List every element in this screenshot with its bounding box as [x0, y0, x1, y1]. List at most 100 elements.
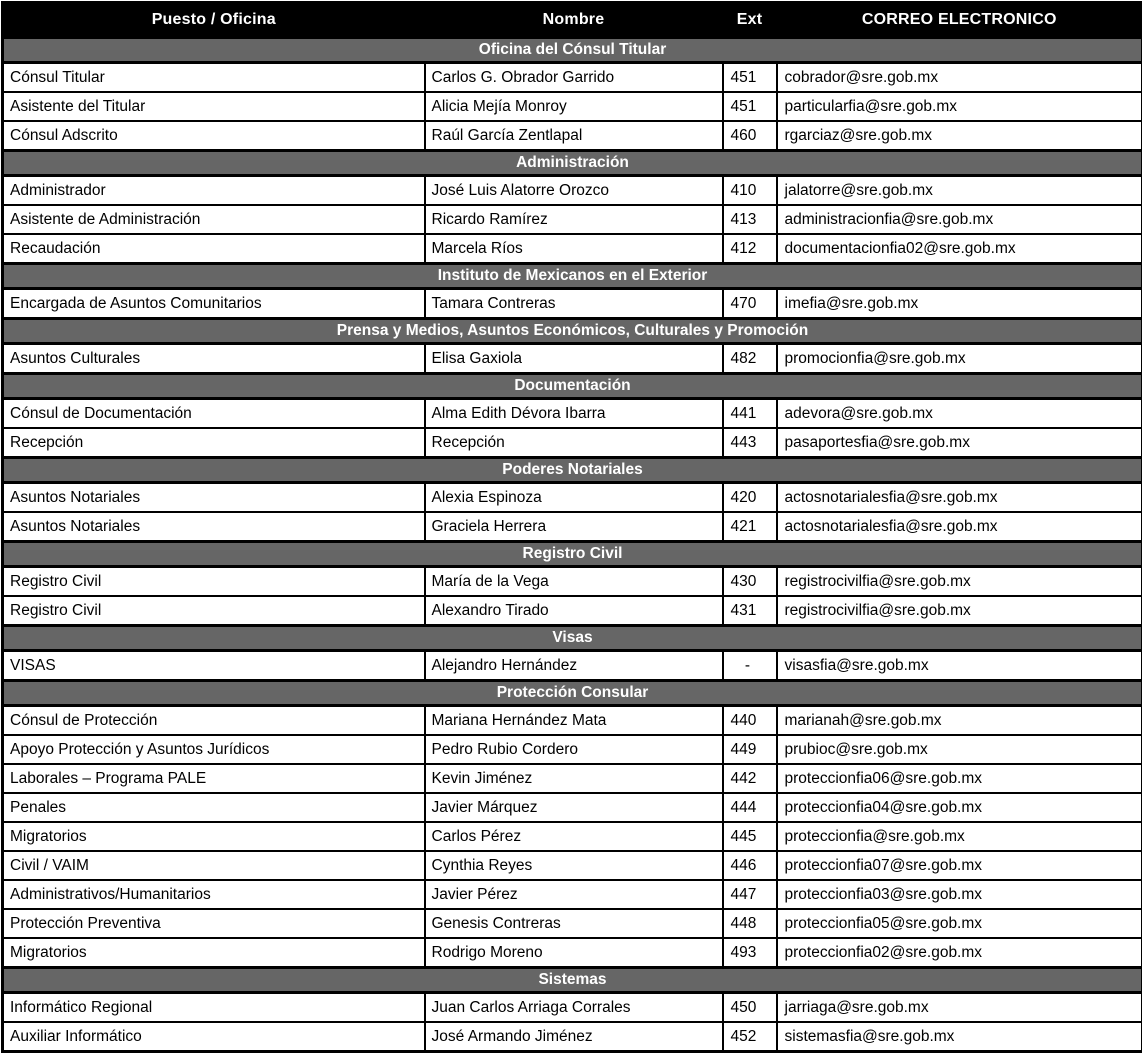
cell-ext: 431: [723, 596, 777, 626]
cell-correo: proteccionfia05@sre.gob.mx: [777, 909, 1142, 938]
cell-ext: 460: [723, 121, 777, 151]
cell-puesto: Encargada de Asuntos Comunitarios: [3, 289, 425, 319]
column-header-correo: CORREO ELECTRONICO: [777, 3, 1142, 38]
table-header: Puesto / Oficina Nombre Ext CORREO ELECT…: [3, 3, 1142, 38]
cell-ext: 482: [723, 344, 777, 374]
cell-ext: 451: [723, 92, 777, 121]
cell-correo: rgarciaz@sre.gob.mx: [777, 121, 1142, 151]
cell-puesto: Penales: [3, 793, 425, 822]
cell-ext: 444: [723, 793, 777, 822]
cell-ext: 421: [723, 512, 777, 542]
cell-correo: cobrador@sre.gob.mx: [777, 63, 1142, 93]
section-title: Poderes Notariales: [3, 458, 1142, 483]
cell-puesto: Recepción: [3, 428, 425, 458]
section-header-row: Poderes Notariales: [3, 458, 1142, 483]
cell-correo: proteccionfia03@sre.gob.mx: [777, 880, 1142, 909]
cell-nombre: Alma Edith Dévora Ibarra: [425, 399, 723, 429]
cell-ext: 412: [723, 234, 777, 264]
cell-correo: promocionfia@sre.gob.mx: [777, 344, 1142, 374]
cell-ext: -: [723, 651, 777, 681]
cell-ext: 493: [723, 938, 777, 968]
cell-correo: proteccionfia@sre.gob.mx: [777, 822, 1142, 851]
cell-ext: 440: [723, 706, 777, 736]
cell-ext: 449: [723, 735, 777, 764]
cell-correo: jarriaga@sre.gob.mx: [777, 993, 1142, 1023]
cell-ext: 445: [723, 822, 777, 851]
cell-correo: adevora@sre.gob.mx: [777, 399, 1142, 429]
cell-correo: imefia@sre.gob.mx: [777, 289, 1142, 319]
cell-nombre: Recepción: [425, 428, 723, 458]
cell-puesto: Laborales – Programa PALE: [3, 764, 425, 793]
section-title: Protección Consular: [3, 681, 1142, 706]
cell-puesto: Asistente del Titular: [3, 92, 425, 121]
cell-ext: 413: [723, 205, 777, 234]
cell-correo: proteccionfia02@sre.gob.mx: [777, 938, 1142, 968]
cell-puesto: Migratorios: [3, 822, 425, 851]
cell-correo: prubioc@sre.gob.mx: [777, 735, 1142, 764]
cell-nombre: Alexia Espinoza: [425, 483, 723, 513]
cell-nombre: Mariana Hernández Mata: [425, 706, 723, 736]
cell-correo: particularfia@sre.gob.mx: [777, 92, 1142, 121]
cell-correo: proteccionfia04@sre.gob.mx: [777, 793, 1142, 822]
section-header-row: Sistemas: [3, 968, 1142, 993]
cell-puesto: Administrador: [3, 176, 425, 206]
cell-ext: 430: [723, 567, 777, 597]
cell-ext: 443: [723, 428, 777, 458]
cell-puesto: Apoyo Protección y Asuntos Jurídicos: [3, 735, 425, 764]
cell-ext: 450: [723, 993, 777, 1023]
cell-puesto: Migratorios: [3, 938, 425, 968]
cell-nombre: Elisa Gaxiola: [425, 344, 723, 374]
column-header-row: Puesto / Oficina Nombre Ext CORREO ELECT…: [3, 3, 1142, 38]
section-header-row: Registro Civil: [3, 542, 1142, 567]
cell-nombre: Alexandro Tirado: [425, 596, 723, 626]
cell-nombre: Carlos G. Obrador Garrido: [425, 63, 723, 93]
cell-correo: pasaportesfia@sre.gob.mx: [777, 428, 1142, 458]
cell-nombre: Marcela Ríos: [425, 234, 723, 264]
cell-nombre: Cynthia Reyes: [425, 851, 723, 880]
cell-nombre: José Armando Jiménez: [425, 1022, 723, 1052]
cell-nombre: Raúl García Zentlapal: [425, 121, 723, 151]
cell-nombre: Alejandro Hernández: [425, 651, 723, 681]
cell-puesto: Cónsul Titular: [3, 63, 425, 93]
staff-directory-page: Puesto / Oficina Nombre Ext CORREO ELECT…: [0, 0, 1142, 1008]
cell-nombre: María de la Vega: [425, 567, 723, 597]
cell-nombre: Genesis Contreras: [425, 909, 723, 938]
section-header-row: Documentación: [3, 374, 1142, 399]
column-header-puesto: Puesto / Oficina: [3, 3, 425, 38]
cell-nombre: Juan Carlos Arriaga Corrales: [425, 993, 723, 1023]
cell-puesto: Recaudación: [3, 234, 425, 264]
column-header-ext: Ext: [723, 3, 777, 38]
cell-nombre: Alicia Mejía Monroy: [425, 92, 723, 121]
cell-puesto: Protección Preventiva: [3, 909, 425, 938]
section-header-row: Prensa y Medios, Asuntos Económicos, Cul…: [3, 319, 1142, 344]
cell-nombre: Carlos Pérez: [425, 822, 723, 851]
section-title: Oficina del Cónsul Titular: [3, 38, 1142, 63]
cell-nombre: Tamara Contreras: [425, 289, 723, 319]
cell-correo: documentacionfia02@sre.gob.mx: [777, 234, 1142, 264]
cell-puesto: VISAS: [3, 651, 425, 681]
cell-puesto: Asuntos Culturales: [3, 344, 425, 374]
cell-correo: jalatorre@sre.gob.mx: [777, 176, 1142, 206]
column-header-nombre: Nombre: [425, 3, 723, 38]
